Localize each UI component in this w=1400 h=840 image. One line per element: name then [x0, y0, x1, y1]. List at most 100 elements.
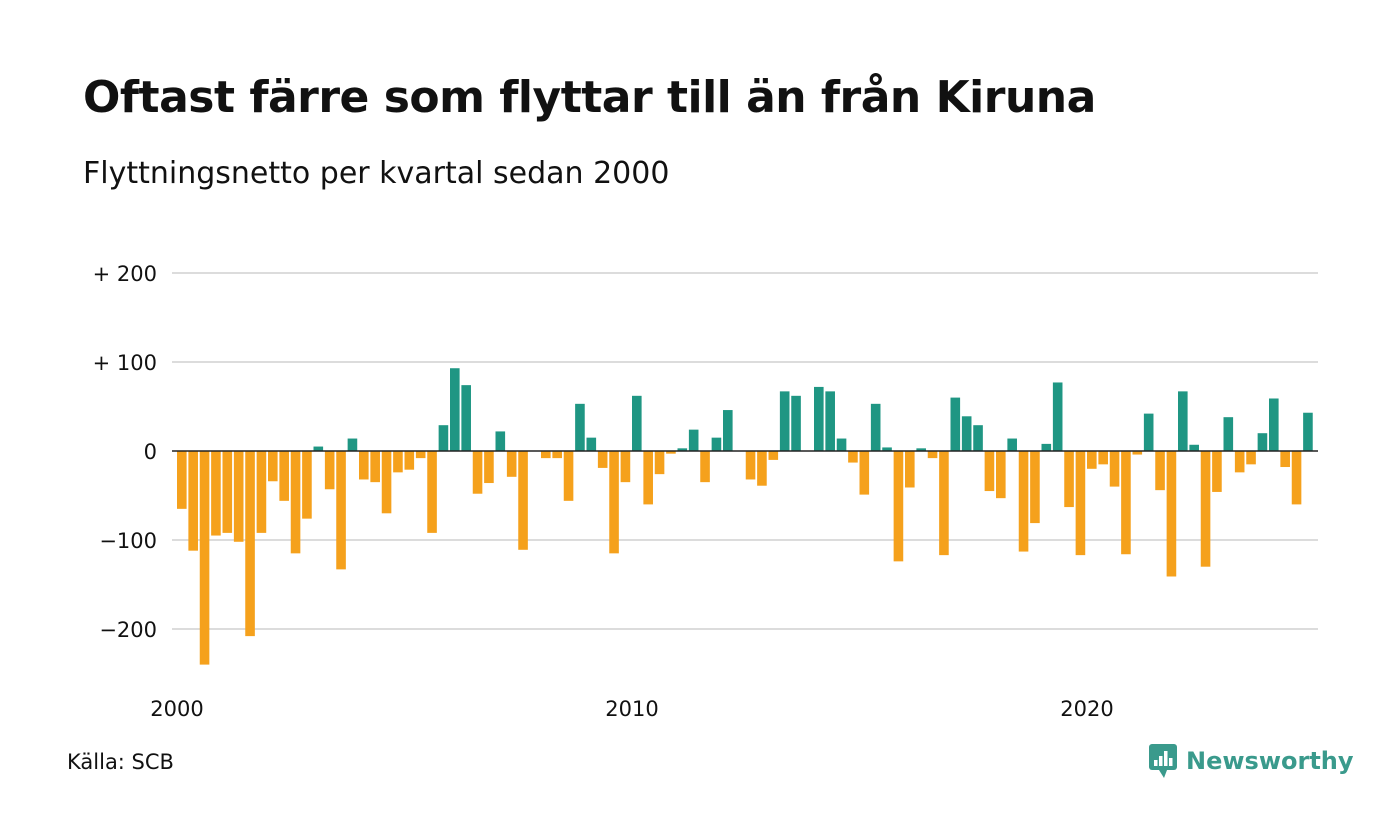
bar: [177, 451, 187, 509]
bar: [404, 451, 415, 470]
bar: [1121, 451, 1131, 555]
bar: [222, 451, 233, 533]
bar: [1143, 413, 1154, 451]
x-tick-label: 2010: [605, 697, 658, 721]
chart-title: Oftast färre som flyttar till än från Ki…: [83, 72, 1096, 123]
brand-name: Newsworthy: [1186, 747, 1354, 775]
bar: [1155, 451, 1165, 491]
bar: [745, 451, 756, 480]
bar: [688, 429, 699, 451]
bar: [1246, 451, 1256, 465]
bar: [859, 451, 870, 495]
bar: [1189, 444, 1199, 451]
bar: [1166, 451, 1177, 577]
bar: [1212, 451, 1222, 492]
bar: [791, 395, 801, 451]
bar: [484, 451, 494, 484]
bar: [1269, 398, 1279, 451]
bar: [347, 438, 358, 451]
bar: [290, 451, 301, 554]
bar: [506, 451, 517, 477]
bars: [177, 368, 1313, 665]
bar: [438, 425, 449, 451]
x-tick-label: 2020: [1060, 697, 1113, 721]
bar: [233, 451, 244, 542]
bar: [666, 451, 676, 454]
bar: [916, 448, 926, 451]
bar: [905, 451, 915, 488]
bar: [370, 451, 380, 483]
y-tick-label: + 200: [93, 262, 157, 286]
bar: [393, 451, 403, 473]
bar: [495, 431, 506, 451]
bar: [359, 451, 369, 480]
bar: [256, 451, 267, 533]
bar: [632, 395, 642, 451]
bar: [324, 451, 335, 490]
bar: [313, 446, 324, 451]
bar: [268, 451, 278, 482]
bar: [643, 451, 653, 505]
bar: [654, 451, 665, 475]
bar: [597, 451, 608, 468]
bar: [1223, 417, 1234, 451]
bar: [199, 451, 210, 665]
bar: [825, 391, 835, 451]
newsworthy-logo-icon: [1149, 744, 1177, 778]
bar: [552, 451, 562, 459]
bar: [518, 451, 528, 550]
bar: [757, 451, 767, 486]
chart-subtitle: Flyttningsnetto per kvartal sedan 2000: [83, 156, 670, 191]
bar: [1280, 451, 1290, 468]
bar: [472, 451, 483, 494]
y-axis-labels: + 200 + 100 0 −100 −200: [93, 262, 157, 642]
x-tick-label: 2000: [150, 697, 203, 721]
bar: [1234, 451, 1245, 473]
bar: [245, 451, 255, 637]
bar: [848, 451, 858, 463]
bar: [620, 451, 631, 483]
bar: [1064, 451, 1074, 508]
bar: [541, 451, 551, 459]
bar: [336, 451, 346, 570]
source-note: Källa: SCB: [67, 750, 174, 774]
bar: [563, 451, 574, 501]
bar: [1303, 412, 1313, 451]
bar: [1109, 451, 1120, 487]
bar: [882, 447, 892, 451]
bar: [768, 451, 779, 460]
brand-logo[interactable]: Newsworthy: [1148, 743, 1354, 779]
bar: [961, 416, 972, 451]
bar: [1052, 382, 1063, 451]
bar: [1007, 438, 1017, 451]
bar: [996, 451, 1006, 499]
bar: [870, 403, 881, 451]
bar: [836, 438, 847, 451]
bar: [950, 397, 961, 451]
bar: [723, 410, 733, 451]
y-tick-label: + 100: [93, 351, 157, 375]
bar: [586, 437, 597, 451]
y-tick-label: −200: [99, 618, 157, 642]
bar: [415, 451, 426, 459]
bar: [700, 451, 710, 483]
bar: [427, 451, 437, 533]
bar: [450, 368, 460, 451]
bar: [984, 451, 995, 492]
bar: [1087, 451, 1097, 469]
x-axis-labels: 2000 2010 2020: [150, 697, 1113, 721]
bar: [893, 451, 904, 562]
y-tick-label: −100: [99, 529, 157, 553]
bar: [939, 451, 949, 556]
bar: [711, 437, 722, 451]
bar: [1178, 391, 1188, 451]
bar: [1200, 451, 1211, 567]
bar: [381, 451, 392, 514]
bar: [575, 403, 585, 451]
y-tick-label: 0: [144, 440, 157, 464]
bar: [779, 391, 790, 451]
bar: [1132, 451, 1143, 455]
bar: [279, 451, 289, 501]
bar: [188, 451, 198, 551]
bar: [1075, 451, 1086, 556]
